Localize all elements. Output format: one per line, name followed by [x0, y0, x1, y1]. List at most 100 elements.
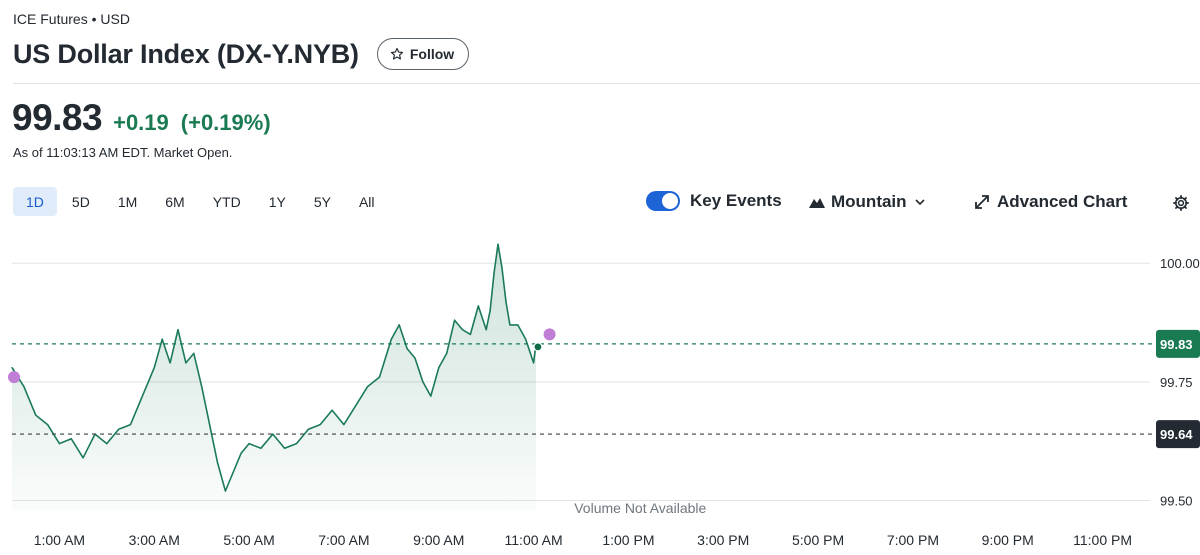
price-point	[469, 333, 471, 336]
price-point	[240, 452, 242, 454]
price-point	[82, 457, 84, 459]
price-point	[430, 395, 432, 397]
x-tick-label: 9:00 AM	[413, 532, 464, 548]
price-point	[414, 357, 416, 359]
price-point	[453, 319, 456, 321]
price-point	[232, 471, 234, 473]
price-point	[284, 447, 286, 449]
price-point	[106, 442, 108, 445]
price-point	[248, 442, 250, 445]
y-tick-label: 100.00	[1160, 256, 1200, 271]
exchange-label: ICE Futures • USD	[13, 11, 130, 27]
current-price-badge	[1156, 329, 1200, 358]
range-button-ytd[interactable]: YTD	[212, 193, 241, 210]
price-point	[505, 300, 507, 302]
range-button-1d[interactable]: 1D	[13, 187, 57, 216]
current-price-badge-label: 99.83	[1160, 337, 1193, 352]
x-tick-label: 3:00 PM	[697, 532, 749, 548]
range-button-6m[interactable]: 6M	[165, 193, 185, 210]
price-point	[307, 428, 309, 430]
price-point	[70, 438, 72, 440]
price-point	[438, 367, 440, 369]
x-tick-label: 1:00 PM	[602, 532, 654, 548]
chart-type-dropdown[interactable]: Mountain	[809, 192, 925, 212]
price-point	[331, 409, 333, 411]
key-event-marker[interactable]	[8, 371, 20, 384]
price-point	[406, 348, 408, 350]
toggle-knob	[662, 193, 678, 209]
price-chart[interactable]: 100.00 99.75 99.50 1:00 AM 3:00 AM 5:00 AM 7:0…	[0, 230, 1200, 555]
range-button-1m[interactable]: 1M	[117, 193, 138, 210]
current-price: 99.83	[12, 97, 103, 138]
price-point	[260, 447, 262, 449]
price-point	[343, 423, 345, 426]
price-point	[295, 442, 298, 445]
price-point	[509, 324, 511, 326]
expand-icon	[975, 195, 989, 209]
x-tick-label: 5:00 AM	[223, 532, 274, 548]
price-point	[46, 423, 49, 426]
toggle-switch[interactable]	[646, 191, 680, 211]
price-point	[319, 423, 321, 426]
advanced-chart-button[interactable]: Advanced Chart	[975, 192, 1127, 212]
mountain-icon	[809, 198, 825, 208]
price-point	[517, 324, 519, 326]
price-point	[23, 386, 25, 388]
volume-note: Volume Not Available	[574, 500, 706, 516]
price-point	[378, 376, 381, 378]
x-tick-label: 9:00 PM	[982, 532, 1034, 548]
price-point	[161, 338, 163, 340]
as-of-timestamp: As of 11:03:13 AM EDT. Market Open.	[13, 145, 233, 160]
key-events-toggle[interactable]: Key Events	[646, 191, 782, 211]
x-tick-label: 5:00 PM	[792, 532, 844, 548]
range-button-5d[interactable]: 5D	[71, 193, 90, 210]
price-point	[118, 428, 120, 430]
price-point	[485, 329, 487, 331]
price-point	[272, 433, 274, 435]
price-point	[390, 338, 392, 340]
price-area	[12, 244, 536, 510]
price-point	[224, 490, 226, 492]
price-point	[129, 423, 132, 426]
range-button-5y[interactable]: 5Y	[313, 193, 331, 210]
price-point	[141, 395, 143, 397]
price-point	[367, 386, 369, 388]
price-point	[169, 362, 171, 364]
header-divider	[13, 83, 1200, 84]
price-point	[177, 329, 179, 331]
follow-button[interactable]: Follow	[376, 38, 470, 70]
price-point	[501, 267, 503, 269]
area-layer	[11, 243, 537, 510]
star-icon	[390, 47, 403, 60]
quote-row: 99.83 +0.19 (+0.19%)	[12, 97, 271, 139]
y-tick-label: 99.50	[1160, 494, 1193, 509]
price-point	[35, 414, 37, 416]
x-tick-label: 1:00 AM	[34, 532, 85, 548]
chart-type-label: Mountain	[831, 192, 907, 211]
axis-labels: 100.00 99.75 99.50 1:00 AM 3:00 AM 5:00 AM 7:0…	[34, 256, 1200, 548]
x-tick-label: 7:00 AM	[318, 532, 369, 548]
price-point	[216, 461, 219, 464]
price-point	[493, 272, 495, 274]
range-button-1y[interactable]: 1Y	[268, 193, 286, 210]
y-tick-label: 99.75	[1160, 375, 1193, 390]
gear-icon[interactable]	[1172, 194, 1190, 212]
previous-close-badge	[1156, 420, 1200, 449]
x-tick-label: 7:00 PM	[887, 532, 939, 548]
price-point	[58, 442, 61, 445]
price-point	[461, 329, 464, 331]
price-point	[422, 381, 424, 383]
x-tick-label: 11:00 PM	[1073, 532, 1132, 548]
x-tick-label: 11:00 AM	[505, 532, 563, 548]
range-selector: 1D 5D 1M 6M YTD 1Y 5Y All	[13, 187, 390, 216]
price-point	[525, 338, 527, 340]
price-point	[153, 367, 155, 369]
key-event-marker[interactable]	[543, 328, 556, 341]
range-button-all[interactable]: All	[358, 193, 375, 210]
price-point	[355, 404, 357, 407]
price-point	[532, 362, 535, 364]
price-point	[193, 352, 195, 354]
price-point	[201, 386, 203, 388]
price-point	[446, 352, 448, 354]
markers: 99.83 99.64	[8, 328, 1200, 449]
